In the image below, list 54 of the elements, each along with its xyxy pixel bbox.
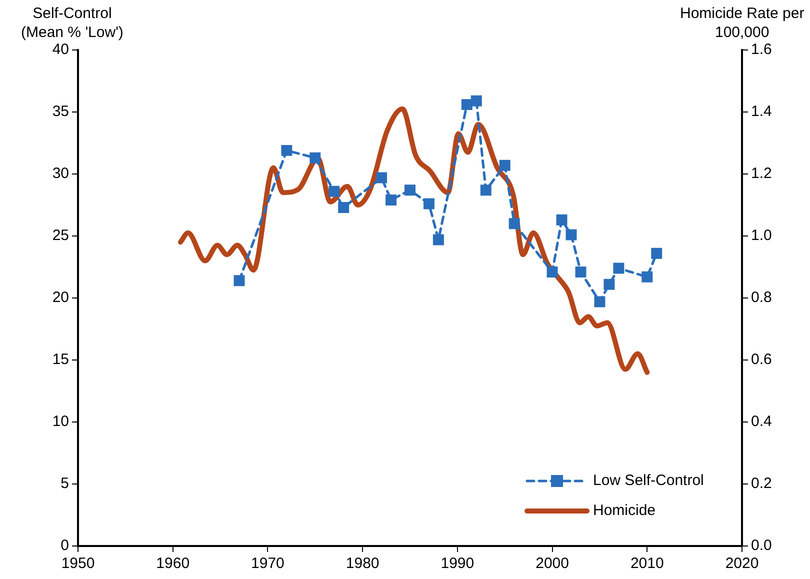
y-tick-label: 5 xyxy=(60,475,69,492)
y-tick-label: 30 xyxy=(52,165,69,182)
point xyxy=(338,202,350,213)
x-tick-label: 1980 xyxy=(346,555,380,572)
point xyxy=(281,144,292,156)
y-tick-label: 25 xyxy=(52,227,69,244)
point xyxy=(432,234,444,246)
point xyxy=(404,184,416,196)
y2-tick-label: 0.0 xyxy=(751,537,772,554)
y-tick-label: 40 xyxy=(52,41,69,58)
y-tick-label: 20 xyxy=(52,289,69,306)
x-tick-label: 2010 xyxy=(630,555,664,572)
y2-tick-label: 1.4 xyxy=(751,103,772,120)
point xyxy=(556,214,568,226)
y2-tick-label: 0.4 xyxy=(751,413,772,430)
y2-axis-title: Homicide Rate per 100,000 xyxy=(680,4,804,42)
point xyxy=(594,296,606,308)
point xyxy=(461,99,472,110)
point xyxy=(386,194,397,206)
y-tick-label: 15 xyxy=(52,351,69,368)
y2-tick-label: 0.6 xyxy=(751,351,772,368)
point xyxy=(546,266,558,278)
point xyxy=(499,160,510,171)
legend-label: Low Self-Control xyxy=(593,472,704,490)
x-tick-label: 1990 xyxy=(440,555,474,572)
x-tick-label: 2000 xyxy=(536,555,569,572)
y2-tick-label: 0.8 xyxy=(751,289,772,306)
point xyxy=(376,172,388,184)
x-tick-label: 1960 xyxy=(156,555,190,572)
point xyxy=(575,266,586,278)
point xyxy=(613,262,624,274)
y2-tick-label: 1.6 xyxy=(751,41,772,58)
point xyxy=(508,218,520,230)
legend-label: Homicide xyxy=(593,502,656,520)
y-tick-label: 10 xyxy=(52,413,69,430)
x-tick-label: 1970 xyxy=(251,555,284,572)
point xyxy=(651,248,662,259)
point xyxy=(328,186,340,197)
point xyxy=(480,184,492,196)
point xyxy=(234,275,245,286)
y-tick-label: 0 xyxy=(60,537,69,554)
y2-tick-label: 1.2 xyxy=(751,165,772,182)
y-axis-title: Self-Control (Mean % 'Low') xyxy=(21,4,124,42)
point xyxy=(642,271,653,282)
point xyxy=(310,152,321,164)
y2-tick-label: 1.0 xyxy=(751,227,772,244)
y-tick-label: 35 xyxy=(52,103,69,120)
x-tick-label: 2020 xyxy=(725,555,759,572)
point xyxy=(423,198,434,210)
point xyxy=(566,229,577,240)
x-tick-label: 1950 xyxy=(61,555,95,572)
point xyxy=(604,278,615,290)
y2-tick-label: 0.2 xyxy=(751,475,772,492)
point xyxy=(470,95,482,106)
